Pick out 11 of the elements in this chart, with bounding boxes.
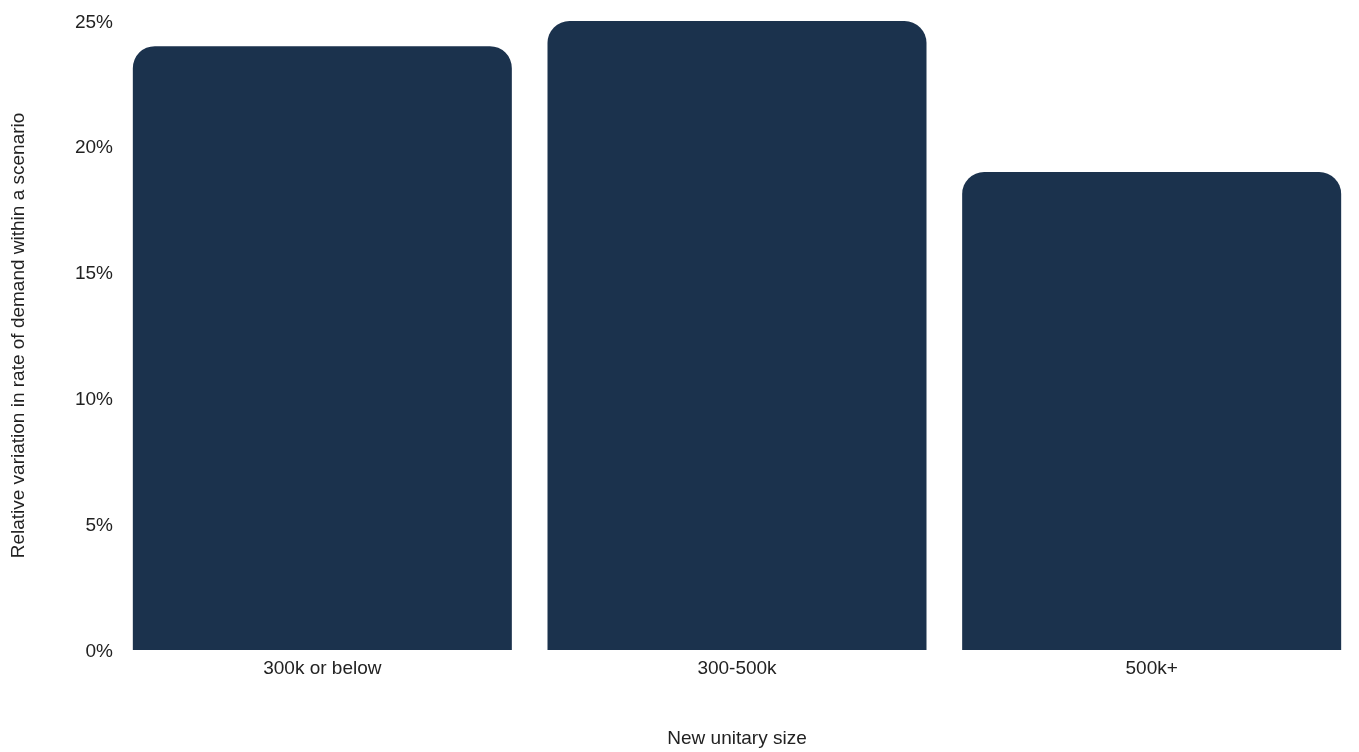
x-tick-label: 500k+ [1125,657,1178,678]
y-axis-title: Relative variation in rate of demand within a scenario [7,112,28,559]
x-tick-label: 300k or below [263,657,382,678]
y-tick-label: 20% [74,136,114,158]
x-axis-title: New unitary size [667,727,807,748]
y-tick-label: 5% [85,513,114,535]
y-tick-label: 15% [74,262,114,284]
y-tick-label: 0% [85,639,114,661]
y-tick-label: 25% [74,10,114,32]
x-tick-label: 300-500k [697,657,778,678]
y-tick-label: 10% [74,387,114,409]
